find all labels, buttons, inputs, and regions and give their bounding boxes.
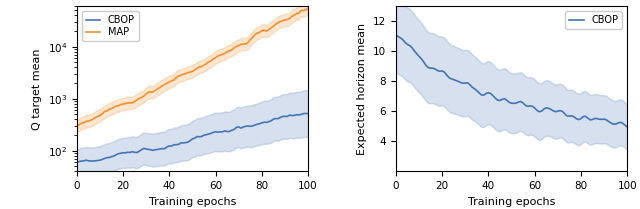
CBOP [499,98,506,101]
CBOP [408,47,416,49]
CBOP [212,130,220,133]
CBOP [89,160,97,162]
MAP [212,56,220,59]
Legend: CBOP: CBOP [565,11,622,29]
CBOP [246,125,254,128]
CBOP [392,34,400,36]
MAP [246,38,254,41]
CBOP [554,110,562,112]
CBOP [531,107,538,109]
MAP [131,100,138,103]
CBOP [302,112,310,115]
Line: CBOP: CBOP [396,35,627,127]
CBOP [73,161,81,163]
X-axis label: Training epochs: Training epochs [148,197,236,207]
MAP [304,7,312,10]
CBOP [450,78,458,81]
Line: CBOP: CBOP [77,113,308,162]
CBOP [566,115,573,117]
Legend: CBOP, MAP: CBOP, MAP [82,11,139,41]
MAP [73,125,81,127]
MAP [235,44,243,47]
MAP [89,118,97,121]
X-axis label: Training epochs: Training epochs [468,197,556,207]
CBOP [304,112,312,115]
Y-axis label: Q target mean: Q target mean [32,48,42,130]
CBOP [131,151,138,154]
MAP [179,73,187,76]
CBOP [623,126,631,128]
CBOP [235,126,243,128]
CBOP [179,142,187,144]
Y-axis label: Expected horizon mean: Expected horizon mean [357,23,367,155]
Line: MAP: MAP [77,8,308,126]
